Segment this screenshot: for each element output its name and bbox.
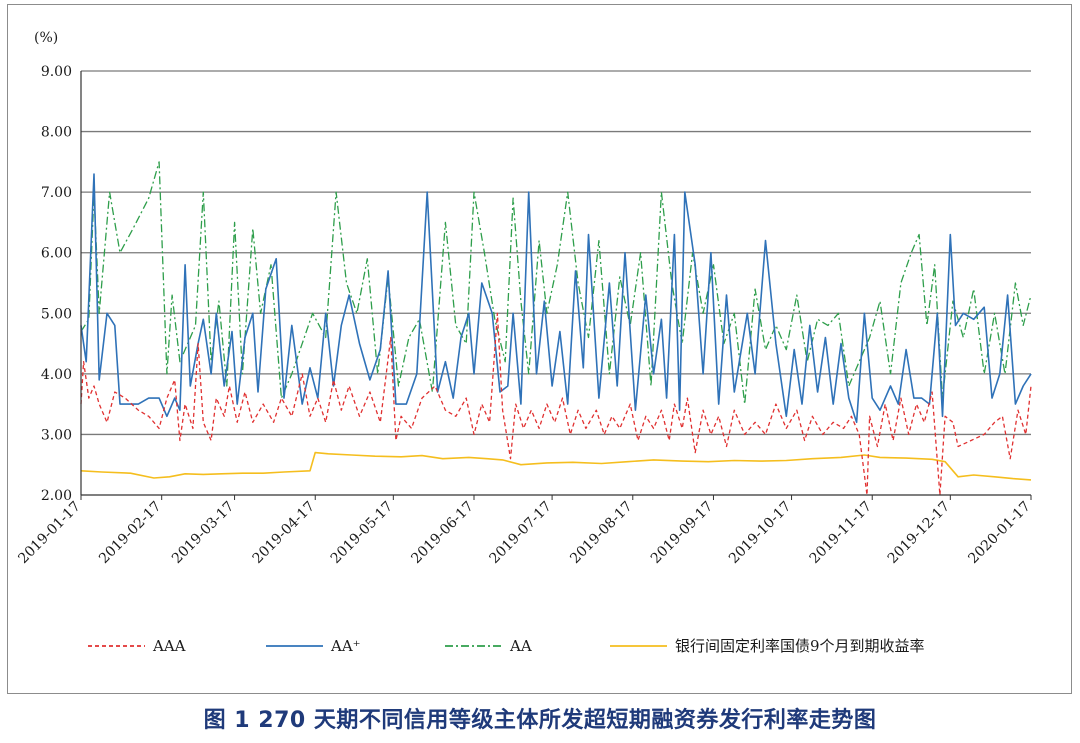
x-tick-label: 2019-05-17 <box>328 499 396 567</box>
series-line-2 <box>80 161 1032 405</box>
legend: AAA AA⁺ AA 银行间固定利率国债9个月到期收益率 <box>88 637 925 655</box>
y-tick-label: 5.00 <box>41 306 72 322</box>
chart-frame: (%) 2.00 3.00 4.00 5.00 6.00 7.00 8.00 9.00 201… <box>7 4 1072 694</box>
x-tick-labels: 2019-01-17 2019-02-17 2019-03-17 2019-04-17… <box>15 499 1033 567</box>
series-line-1 <box>80 173 1032 424</box>
x-tick-label: 2019-07-17 <box>487 499 555 567</box>
series-line-0 <box>80 312 1032 496</box>
legend-label-0: AAA <box>152 637 186 655</box>
line-chart: (%) 2.00 3.00 4.00 5.00 6.00 7.00 8.00 9.00 201… <box>15 30 1033 655</box>
y-tick-label: 6.00 <box>41 246 72 262</box>
y-tick-label: 3.00 <box>41 427 72 443</box>
x-tick-label: 2020-01-17 <box>965 499 1033 567</box>
legend-label-1: AA⁺ <box>330 637 361 655</box>
legend-label-2: AA <box>509 637 532 655</box>
grid-lines <box>81 70 1031 436</box>
y-tick-label: 8.00 <box>41 125 72 141</box>
figure-caption: 图 1 270 天期不同信用等级主体所发超短期融资券发行利率走势图 <box>203 708 877 733</box>
x-tick-label: 2019-12-17 <box>885 499 953 567</box>
x-tick-label: 2019-09-17 <box>648 499 716 567</box>
y-tick-label: 4.00 <box>41 367 72 383</box>
axes <box>80 71 1032 500</box>
series-lines <box>80 161 1032 496</box>
x-tick-label: 2019-10-17 <box>726 499 794 567</box>
x-tick-label: 2019-01-17 <box>15 499 83 567</box>
x-tick-label: 2019-06-17 <box>408 499 476 567</box>
y-tick-labels: 2.00 3.00 4.00 5.00 6.00 7.00 8.00 9.00 <box>41 64 72 504</box>
x-tick-label: 2019-03-17 <box>169 499 237 567</box>
y-tick-label: 9.00 <box>41 64 72 80</box>
legend-label-3: 银行间固定利率国债9个月到期收益率 <box>675 637 925 655</box>
x-tick-label: 2019-11-17 <box>807 499 875 567</box>
y-tick-label: 2.00 <box>41 488 72 504</box>
series-line-3 <box>80 451 1032 481</box>
x-tick-label: 2019-02-17 <box>96 499 164 567</box>
y-tick-label: 7.00 <box>41 185 72 201</box>
x-tick-label: 2019-04-17 <box>250 499 318 567</box>
x-tick-label: 2019-08-17 <box>567 499 635 567</box>
y-axis-label: (%) <box>34 30 58 46</box>
